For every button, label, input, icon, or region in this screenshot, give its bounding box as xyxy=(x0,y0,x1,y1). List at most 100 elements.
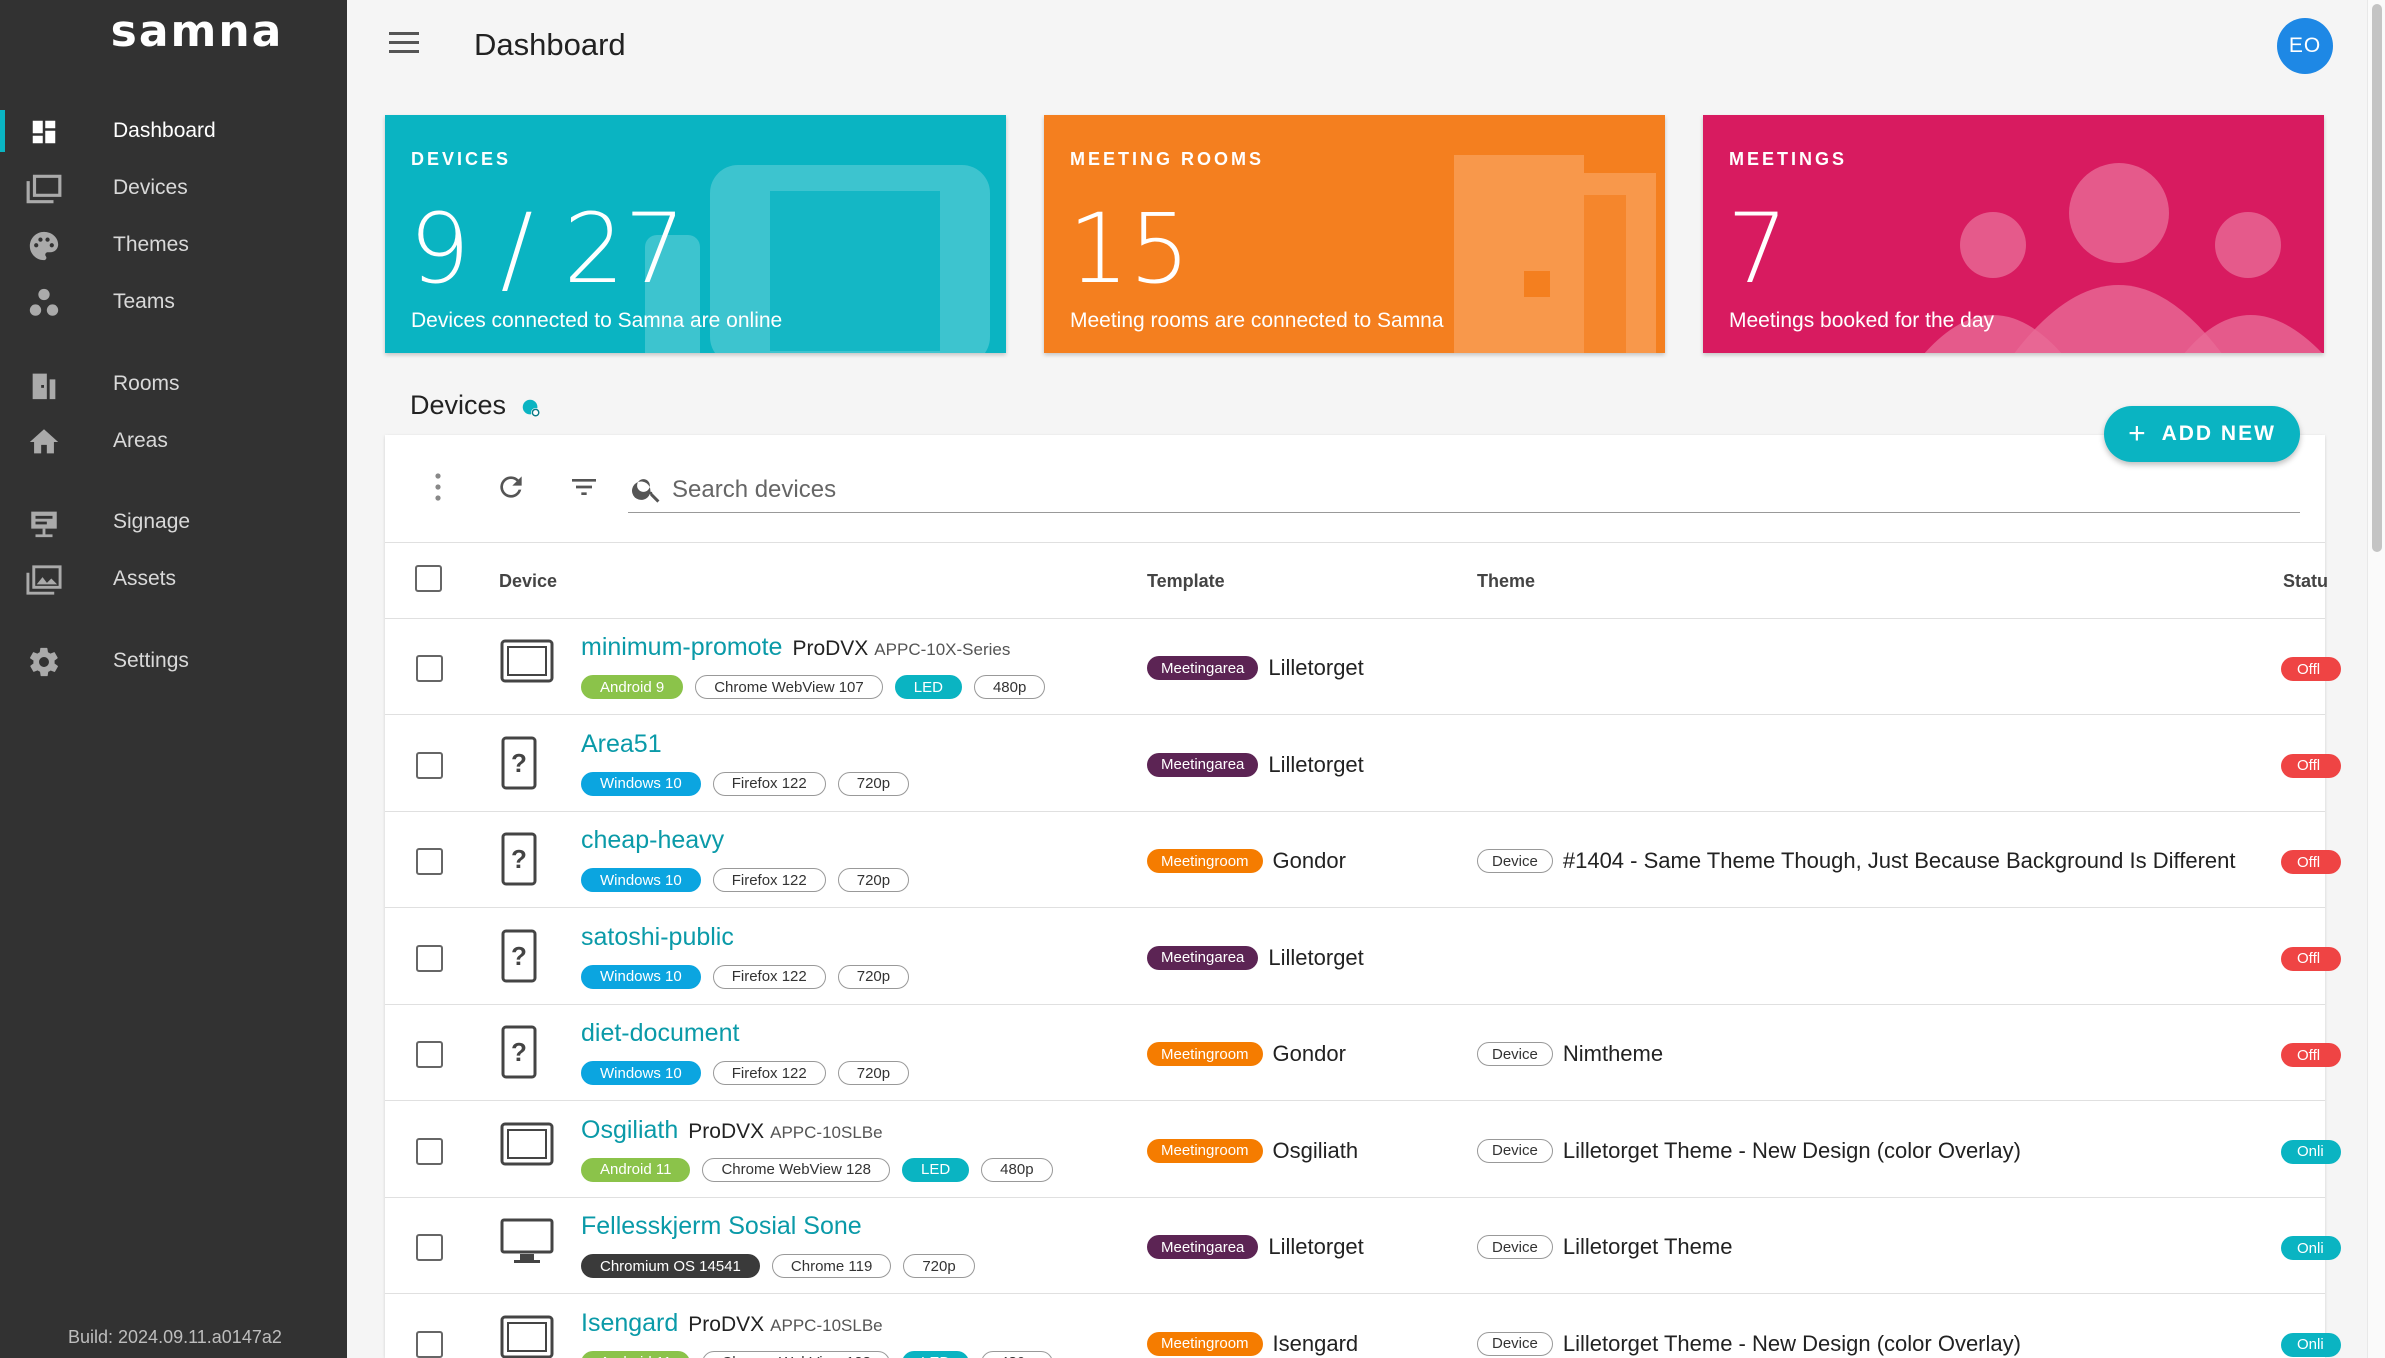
scrollbar-thumb[interactable] xyxy=(2372,4,2382,552)
select-all-checkbox[interactable] xyxy=(415,565,442,592)
card-title: DEVICES xyxy=(411,149,512,169)
status-badge: Onli xyxy=(2281,1139,2341,1164)
add-new-button[interactable]: + ADD NEW xyxy=(2104,406,2300,462)
devices-icon xyxy=(24,172,64,206)
row-checkbox[interactable] xyxy=(416,848,443,875)
device-tags: Windows 10 Firefox 122 720p xyxy=(581,868,910,892)
svg-text:?: ? xyxy=(511,1037,527,1067)
device-tag: 720p xyxy=(837,868,910,892)
devices-card[interactable]: DEVICES 9 / 27 Devices connected to Samn… xyxy=(385,115,1006,353)
sidebar-item-settings[interactable]: Settings xyxy=(0,636,347,686)
samna-logo[interactable]: samna xyxy=(110,6,284,57)
device-name-link[interactable]: diet-document xyxy=(581,1019,740,1047)
table-row[interactable]: ? cheap-heavy Windows 10 Firefox 122 720p Mee… xyxy=(385,812,2341,908)
table-row[interactable]: ? Area51 Windows 10 Firefox 122 720p Meetinga… xyxy=(385,716,2341,812)
meetings-card[interactable]: MEETINGS 7 Meetings booked for the day xyxy=(1703,115,2324,353)
table-row[interactable]: ? satoshi-public Windows 10 Firefox 122 720p… xyxy=(385,909,2341,1005)
row-checkbox[interactable] xyxy=(416,751,443,779)
sidebar-item-themes[interactable]: Themes xyxy=(0,220,347,270)
rooms-icon xyxy=(24,368,64,402)
menu-icon[interactable] xyxy=(389,32,419,56)
theme-cell: Device Lilletorget Theme - New Design (co… xyxy=(1477,1138,2021,1164)
unknown-device-icon: ? xyxy=(500,832,538,891)
status-badge: Onli xyxy=(2281,1332,2341,1357)
template-type-badge: Meetingarea xyxy=(1147,752,1259,777)
table-header: Device Template Theme Statu xyxy=(385,542,2328,619)
sidebar-item-rooms[interactable]: Rooms xyxy=(0,359,347,409)
template-name: Lilletorget xyxy=(1268,1234,1364,1259)
device-tag: Chrome 119 xyxy=(771,1254,892,1278)
filter-icon[interactable] xyxy=(567,470,601,504)
avatar[interactable]: EO xyxy=(2277,18,2333,74)
column-header-status[interactable]: Statu xyxy=(2283,571,2328,591)
status-badge: Offl xyxy=(2281,753,2341,778)
template-cell: Meetingarea Lilletorget xyxy=(1147,655,1364,681)
table-row[interactable]: Osgiliath ProDVX APPC-10SLBe Android 11 Chro… xyxy=(385,1102,2341,1198)
status-badge: Offl xyxy=(2281,946,2341,971)
device-name-link[interactable]: Osgiliath ProDVX APPC-10SLBe xyxy=(581,1115,883,1144)
sidebar-item-signage[interactable]: Signage xyxy=(0,497,347,547)
column-header-device[interactable]: Device xyxy=(499,571,558,591)
template-type-badge: Meetingarea xyxy=(1147,656,1259,680)
device-tags: Android 9 Chrome WebView 107 LED 480p xyxy=(581,675,1046,699)
device-name-link[interactable]: cheap-heavy xyxy=(581,826,725,854)
door-illustration xyxy=(1454,155,1656,353)
meeting-rooms-card[interactable]: MEETING ROOMS 15 Meeting rooms are conne… xyxy=(1044,115,1665,353)
row-checkbox[interactable] xyxy=(416,1041,443,1068)
build-version: Build: 2024.09.11.a0147a2 xyxy=(68,1327,282,1347)
assets-icon xyxy=(24,563,64,597)
device-tag: LED xyxy=(901,1350,970,1358)
status-badge: Offl xyxy=(2281,850,2341,874)
device-name-link[interactable]: Area51 xyxy=(581,729,662,758)
template-type-badge: Meetingroom xyxy=(1147,1331,1263,1356)
table-row[interactable]: minimum-promote ProDVX APPC-10X-Series Andr… xyxy=(385,619,2341,715)
monitor-icon xyxy=(500,1218,554,1269)
sidebar-item-devices[interactable]: Devices xyxy=(0,163,347,213)
row-checkbox[interactable] xyxy=(416,655,443,682)
device-tag: Windows 10 xyxy=(581,964,701,989)
card-value: 9 / 27 xyxy=(409,193,686,305)
row-checkbox[interactable] xyxy=(416,1234,443,1261)
sidebar-item-teams[interactable]: Teams xyxy=(0,277,347,327)
sidebar-item-dashboard[interactable]: Dashboard xyxy=(0,106,347,156)
svg-text:?: ? xyxy=(511,941,527,971)
template-cell: Meetingarea Lilletorget xyxy=(1147,1234,1364,1260)
tablet-icon xyxy=(500,1122,554,1171)
device-tags: Android 11 Chrome WebView 128 LED 480p xyxy=(581,1350,1053,1358)
row-checkbox[interactable] xyxy=(416,1330,443,1358)
device-tag: 720p xyxy=(837,1061,910,1085)
device-name-link[interactable]: satoshi-public xyxy=(581,922,734,951)
column-header-theme[interactable]: Theme xyxy=(1477,571,1536,591)
row-checkbox[interactable] xyxy=(416,944,443,972)
palette-icon xyxy=(24,229,64,263)
template-name: Lilletorget xyxy=(1268,751,1364,777)
sidebar-item-assets[interactable]: Assets xyxy=(0,554,347,604)
theme-cell: Device Nimtheme xyxy=(1477,1041,1663,1067)
device-brand: ProDVX xyxy=(792,637,869,660)
device-tag: 480p xyxy=(973,675,1046,699)
row-checkbox[interactable] xyxy=(416,1137,443,1165)
sidebar-item-areas[interactable]: Areas xyxy=(0,416,347,466)
column-header-template[interactable]: Template xyxy=(1147,571,1225,591)
search-input[interactable] xyxy=(672,474,2172,506)
info-icon[interactable] xyxy=(520,397,542,419)
device-tag: Android 11 xyxy=(581,1157,691,1182)
device-tag: 720p xyxy=(903,1254,975,1278)
theme-cell: Device Lilletorget Theme xyxy=(1477,1234,1732,1260)
table-row[interactable]: Fellesskjerm Sosial Sone Chromium OS 1454… xyxy=(385,1198,2341,1294)
table-row[interactable]: ? diet-document Windows 10 Firefox 122 720p M… xyxy=(385,1005,2341,1101)
device-name-link[interactable]: Isengard ProDVX APPC-10SLBe xyxy=(581,1308,883,1337)
template-name: Gondor xyxy=(1272,1041,1346,1066)
theme-type-badge: Device xyxy=(1477,1331,1553,1356)
device-name-link[interactable]: minimum-promote ProDVX APPC-10X-Series xyxy=(581,633,1011,661)
device-tag: Firefox 122 xyxy=(712,771,826,796)
device-name-link[interactable]: Fellesskjerm Sosial Sone xyxy=(581,1212,862,1240)
scrollbar[interactable] xyxy=(2367,0,2385,1358)
more-vert-icon[interactable] xyxy=(421,470,455,504)
refresh-icon[interactable] xyxy=(494,470,528,504)
sidebar-item-label: Areas xyxy=(113,429,168,452)
card-subtitle: Meetings booked for the day xyxy=(1729,309,1995,332)
search-icon xyxy=(632,479,660,503)
template-name: Gondor xyxy=(1272,848,1346,873)
